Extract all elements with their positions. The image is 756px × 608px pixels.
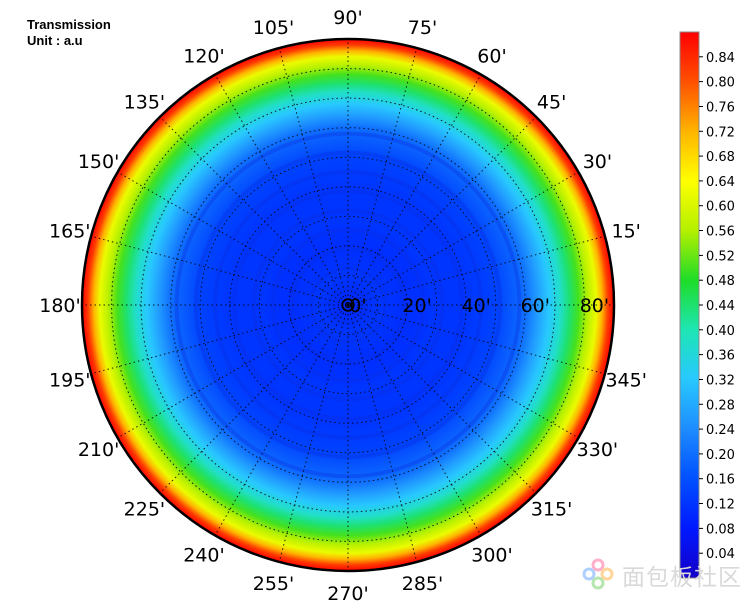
grid-spoke xyxy=(278,47,349,306)
ring-band xyxy=(213,170,483,440)
colorbar-tick-label: 0.36 xyxy=(706,349,735,364)
colorbar-ticks: 0.84 0.80 0.76 0.72 0.68 0.64 0.60 0.56 0.52 0.48… xyxy=(699,51,735,562)
colorbar-tick-label: 0.48 xyxy=(706,274,735,289)
colorbar-tick-label: 0.52 xyxy=(706,249,735,264)
angular-tick-label: 330' xyxy=(577,439,619,461)
colorbar-tick-label: 0.40 xyxy=(706,324,735,339)
colorbar-tick-label: 0.56 xyxy=(706,225,735,240)
grid-circle xyxy=(258,215,438,395)
radial-tick-label: 20' xyxy=(402,295,431,317)
grid-circle xyxy=(111,68,585,542)
radial-tick-label: 40' xyxy=(461,295,490,317)
angular-tick-label: 165' xyxy=(49,221,91,243)
grid-spoke xyxy=(347,304,537,494)
grid-spoke xyxy=(117,304,349,439)
colorbar-tick-label: 0.28 xyxy=(706,398,735,413)
angular-tick-label: 285' xyxy=(402,573,444,595)
chart-unit: Unit : a.u xyxy=(27,33,83,48)
grid-spoke xyxy=(214,74,349,306)
grid-circle xyxy=(317,274,379,336)
grid-spoke xyxy=(347,304,579,439)
grid-spoke xyxy=(347,74,482,306)
ring-band xyxy=(328,285,368,325)
polar-grid xyxy=(82,39,614,571)
grid-spoke xyxy=(214,304,349,536)
radial-tick-label: 60' xyxy=(521,295,550,317)
grid-spoke xyxy=(347,116,537,306)
angular-tick-label: 90' xyxy=(333,7,362,29)
chart-title-block: Transmission Unit : a.u xyxy=(27,17,111,49)
angular-tick-label: 120' xyxy=(183,46,225,68)
grid-spoke xyxy=(347,304,606,375)
grid-spoke xyxy=(159,304,349,494)
colorbar-tick-label: 0.04 xyxy=(706,547,735,562)
center-marker xyxy=(341,298,355,312)
colorbar-tick-label: 0.12 xyxy=(706,498,735,513)
angular-tick-label: 255' xyxy=(253,573,295,595)
watermark-text: 面包板社区 xyxy=(622,565,742,591)
grid-spoke xyxy=(347,235,606,306)
ring-band xyxy=(289,246,407,364)
colorbar-bar xyxy=(679,31,700,579)
grid-spoke xyxy=(117,171,349,306)
radial-tick-labels: 0' 20' 40' 60' 80' xyxy=(349,295,609,317)
angular-tick-label: 195' xyxy=(49,370,91,392)
colorbar-tick-label: 0.08 xyxy=(706,522,735,537)
grid-spoke xyxy=(347,304,418,563)
angular-tick-labels: 15' 30' 45' 60' 75' 90' 105' 120' 135' 150' 165' 18… xyxy=(39,7,647,605)
colorbar-tick-label: 0.32 xyxy=(706,374,735,389)
colorbar-tick-label: 0.60 xyxy=(706,200,735,215)
grid-circle xyxy=(199,156,497,454)
angular-tick-label: 135' xyxy=(124,91,166,113)
grid-spoke xyxy=(278,304,349,563)
polar-outline xyxy=(80,37,616,573)
angular-tick-label: 60' xyxy=(477,46,506,68)
colorbar-tick-label: 0.68 xyxy=(706,150,735,165)
angular-tick-label: 240' xyxy=(183,544,225,566)
colorbar-tick-label: 0.20 xyxy=(706,448,735,463)
radial-tick-label: 80' xyxy=(580,295,609,317)
watermark: 面包板社区 xyxy=(578,552,748,596)
angular-tick-label: 210' xyxy=(78,439,120,461)
grid-spoke xyxy=(347,47,418,306)
colorbar-tick-label: 0.64 xyxy=(706,175,735,190)
center-marker-inner xyxy=(344,301,352,309)
angular-tick-label: 270' xyxy=(327,583,369,605)
angular-tick-label: 345' xyxy=(605,370,647,392)
angular-tick-label: 150' xyxy=(78,151,120,173)
grid-spoke xyxy=(347,171,579,306)
colorbar-tick-label: 0.84 xyxy=(706,51,735,66)
grid-circle xyxy=(170,127,526,483)
angular-tick-label: 315' xyxy=(531,499,573,521)
colorbar-tick-label: 0.44 xyxy=(706,299,735,314)
colorbar-tick-label: 0.80 xyxy=(706,76,735,91)
angular-tick-label: 225' xyxy=(124,499,166,521)
grid-spoke xyxy=(90,235,349,306)
angular-tick-label: 75' xyxy=(408,17,437,39)
angular-tick-label: 30' xyxy=(583,151,612,173)
grid-spoke xyxy=(347,304,482,536)
angular-tick-label: 105' xyxy=(253,17,295,39)
grid-circle xyxy=(140,97,556,513)
ring-band xyxy=(193,150,503,460)
colorbar-tick-label: 0.76 xyxy=(706,101,735,116)
grid-spoke xyxy=(90,304,349,375)
angular-tick-label: 300' xyxy=(471,544,513,566)
colorbar-tick-label: 0.72 xyxy=(706,125,735,140)
colorbar-tick-label: 0.16 xyxy=(706,473,735,488)
angular-tick-label: 15' xyxy=(611,221,640,243)
angular-tick-label: 180' xyxy=(39,295,81,317)
grid-spoke xyxy=(159,116,349,306)
angular-tick-label: 45' xyxy=(537,91,566,113)
radial-tick-label: 0' xyxy=(349,295,366,317)
chart-title: Transmission xyxy=(27,17,111,32)
ring-band xyxy=(270,227,426,383)
watermark-logo-icon xyxy=(582,558,614,590)
colorbar-tick-label: 0.24 xyxy=(706,423,735,438)
